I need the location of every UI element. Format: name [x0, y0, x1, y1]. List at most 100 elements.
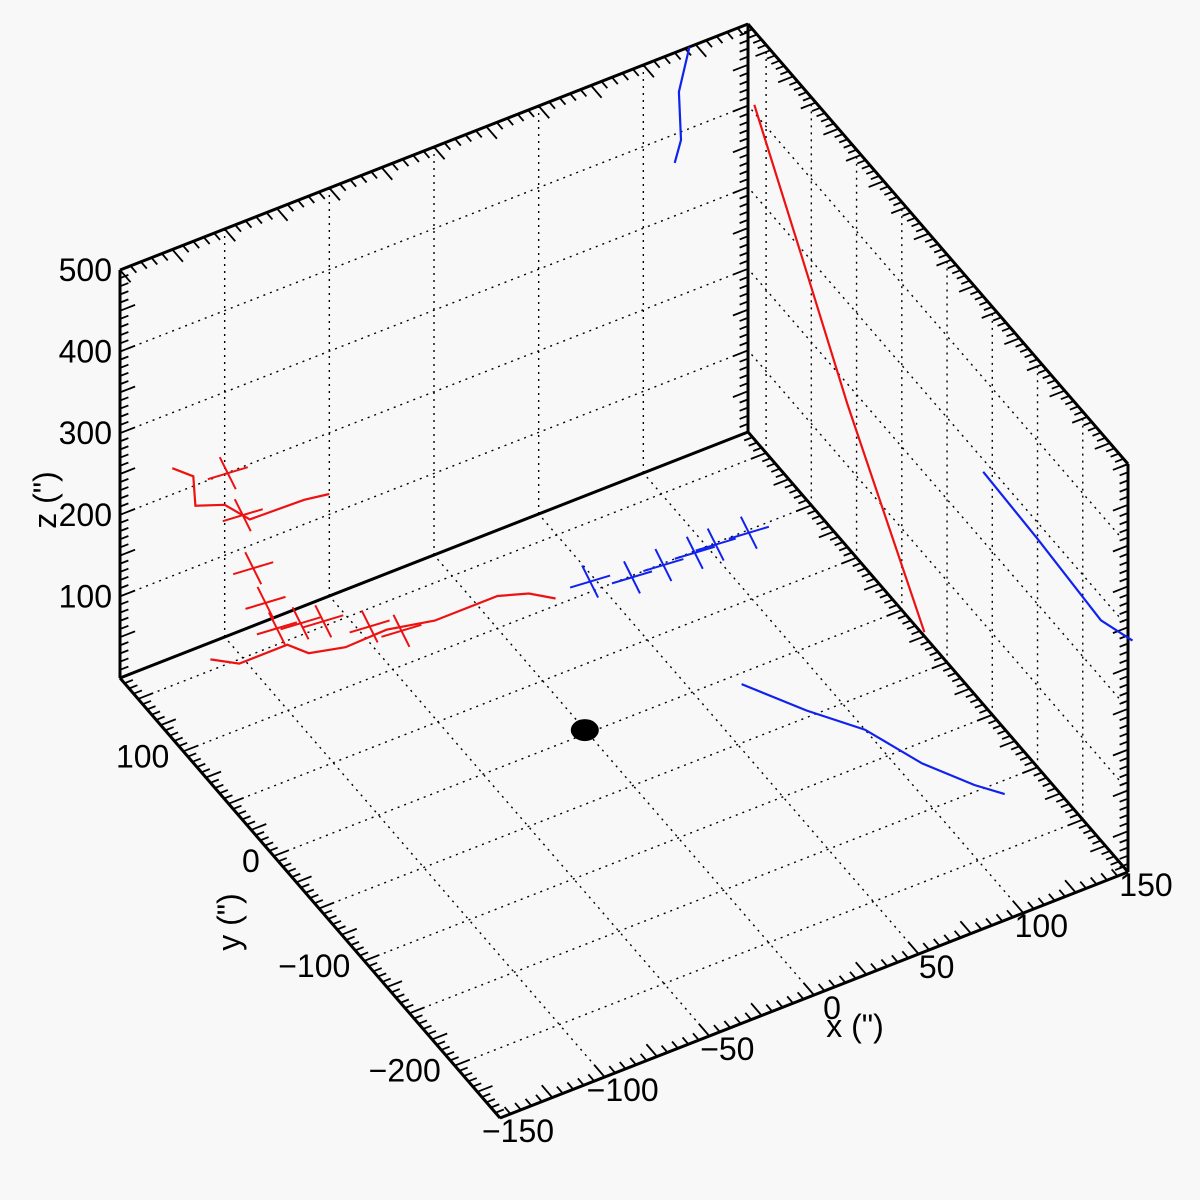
tick-mark [436, 1040, 446, 1046]
tick-mark [739, 259, 749, 265]
tick-mark [755, 49, 771, 57]
grid-line [228, 557, 857, 805]
tick-mark [929, 243, 939, 249]
tick-mark [1119, 822, 1129, 828]
tick-mark [1015, 750, 1025, 756]
tick-mark [744, 1012, 752, 1021]
tick-mark [1119, 838, 1129, 844]
tick-mark [611, 76, 619, 85]
tick-mark [1119, 577, 1129, 583]
tick-mark [798, 499, 808, 505]
tick-mark [119, 363, 129, 369]
tick-mark [784, 483, 794, 489]
tick-mark [692, 1032, 700, 1041]
tick-mark [1119, 846, 1129, 852]
tick-mark [409, 1006, 425, 1015]
x-tick-label: 150 [1119, 867, 1172, 903]
tick-mark [1119, 512, 1129, 518]
tick-mark [974, 703, 984, 709]
tick-mark [1119, 495, 1129, 501]
tick-mark [119, 371, 129, 377]
tick-mark [119, 298, 129, 304]
z-tick-label: 100 [59, 578, 112, 614]
tick-mark [133, 689, 143, 695]
tick-mark [464, 134, 472, 143]
tick-mark [863, 583, 880, 591]
tick-mark [119, 322, 129, 328]
tick-mark [1058, 889, 1066, 898]
tick-mark [811, 514, 821, 520]
tick-mark [391, 988, 401, 994]
tick-mark [979, 708, 989, 714]
cross-stroke [291, 606, 310, 640]
cross-stroke [739, 516, 758, 550]
tick-mark [119, 274, 129, 279]
tick-mark [213, 232, 221, 241]
tick-mark [761, 457, 771, 463]
tick-mark [223, 228, 236, 242]
tick-mark [119, 548, 136, 557]
tick-mark [1119, 854, 1129, 860]
tick-mark [278, 857, 288, 863]
tick-mark [632, 68, 640, 77]
tick-mark [868, 180, 885, 188]
grid-line [119, 186, 749, 434]
tick-mark [119, 641, 129, 647]
tick-mark [619, 1061, 627, 1070]
tick-mark [1119, 618, 1129, 624]
tick-mark [849, 971, 857, 980]
tick-mark [119, 420, 129, 426]
tick-mark [558, 97, 567, 106]
tick-mark [468, 1077, 478, 1083]
tick-mark [119, 518, 129, 524]
tick-mark [954, 687, 970, 696]
tick-mark [495, 1108, 505, 1114]
tick-mark [715, 35, 724, 44]
red-projection-line [171, 467, 330, 521]
tick-mark [1026, 363, 1043, 372]
tick-mark [865, 169, 875, 175]
tick-mark [146, 705, 156, 711]
tick-mark [943, 934, 951, 943]
tick-mark [1119, 699, 1129, 705]
cross-stroke [685, 536, 704, 570]
tick-mark [223, 794, 233, 800]
tick-mark [732, 390, 749, 398]
tick-mark [766, 54, 776, 60]
tick-mark [1083, 421, 1093, 427]
tick-mark [726, 31, 734, 40]
tick-mark [161, 253, 169, 261]
tick-mark [890, 206, 907, 215]
tick-mark [1100, 872, 1108, 881]
blue-projection-line [982, 471, 1134, 642]
tick-mark [119, 584, 129, 590]
z-tick-label: 500 [59, 252, 112, 288]
tick-mark [773, 478, 790, 486]
tick-mark [182, 244, 190, 253]
tick-mark [142, 700, 152, 706]
tick-mark [1112, 748, 1129, 757]
tick-mark [629, 1057, 637, 1066]
tick-mark [119, 445, 129, 451]
tick-mark [119, 396, 129, 402]
tick-mark [472, 1082, 482, 1088]
tick-mark [938, 253, 948, 259]
tick-mark [739, 129, 749, 135]
tick-mark [770, 59, 780, 65]
tick-mark [234, 224, 242, 233]
tick-mark [739, 88, 749, 94]
tick-mark [196, 762, 206, 768]
tick-mark [947, 264, 957, 270]
tick-mark [1079, 881, 1087, 889]
grid-line [433, 554, 815, 996]
tick-mark [888, 604, 898, 609]
tick-mark [1019, 755, 1029, 761]
tick-mark [541, 1084, 554, 1099]
tick-mark [997, 321, 1007, 327]
cross-stroke [218, 456, 237, 490]
tick-mark [909, 635, 925, 644]
y-tick-label: 0 [242, 843, 260, 879]
tick-mark [404, 1003, 414, 1009]
tick-mark [323, 909, 333, 915]
tick-mark [739, 406, 749, 412]
